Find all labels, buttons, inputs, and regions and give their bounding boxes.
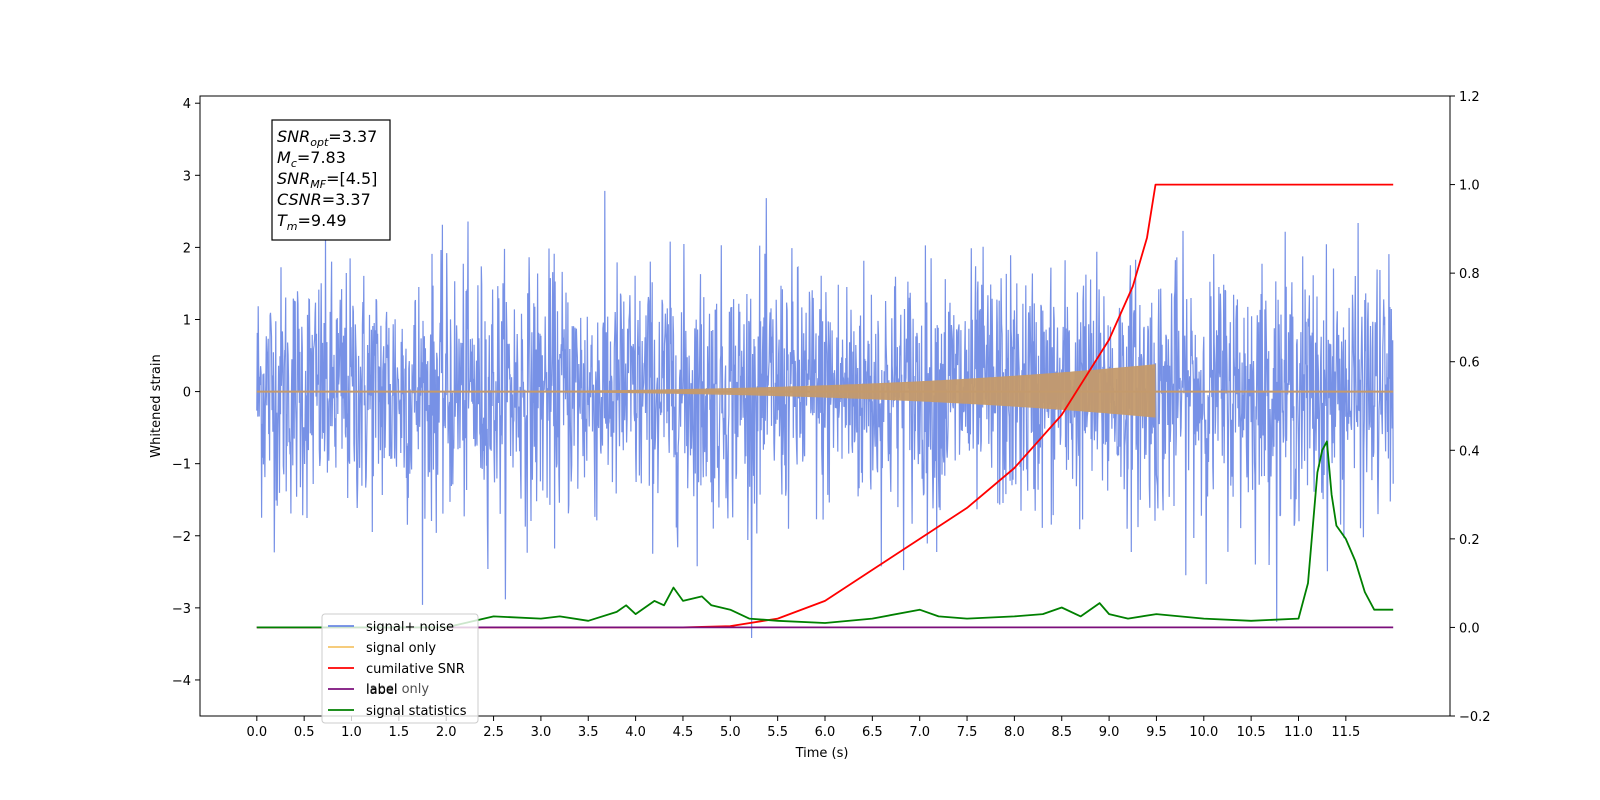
legend-label: signal statistics <box>366 704 467 719</box>
x-axis-label: Time (s) <box>795 746 849 761</box>
y-right-tick-label: 0.6 <box>1459 356 1480 371</box>
x-tick-label: 6.5 <box>862 725 883 740</box>
y-axis-left: −4 −3 −2 −1 0 1 2 3 4 <box>172 97 200 689</box>
y-right-tick-label: −0.2 <box>1459 710 1491 725</box>
signal-statistics-series <box>256 440 1394 629</box>
y-left-tick-label: 2 <box>183 241 191 256</box>
legend-frame <box>321 613 479 724</box>
info-box-frame <box>271 119 391 241</box>
y-left-tick-label: −1 <box>172 458 191 473</box>
plot-area <box>199 95 1451 717</box>
legend-label: cumilative SNR <box>366 662 465 677</box>
x-tick-label: 6.0 <box>815 725 836 740</box>
x-tick-label: 2.0 <box>436 725 457 740</box>
y-left-tick-label: −2 <box>172 530 191 545</box>
legend-label: signal only <box>366 641 436 656</box>
y-left-tick-label: 0 <box>183 386 191 401</box>
y-right-tick-label: 0.8 <box>1459 267 1480 282</box>
x-tick-label: 8.0 <box>1004 725 1025 740</box>
x-tick-label: 0.5 <box>294 725 315 740</box>
y-left-tick-label: 3 <box>183 169 191 184</box>
y-axis-right: −0.2 0.0 0.2 0.4 0.6 0.8 1.0 1.2 <box>1450 90 1491 725</box>
x-axis: 0.0 0.5 1.0 1.5 2.0 2.5 3.0 3.5 4.0 4.5 5.0 5.5 6.0 6… <box>246 716 1360 740</box>
x-tick-label: 1.5 <box>389 725 410 740</box>
x-tick-label: 0.0 <box>246 725 267 740</box>
x-tick-label: 7.5 <box>957 725 978 740</box>
y-right-tick-label: 0.2 <box>1459 533 1480 548</box>
info-line: Mc=7.83 <box>277 148 346 170</box>
y-left-tick-label: 4 <box>183 97 191 112</box>
info-line: Tm=9.49 <box>277 211 347 233</box>
y-right-tick-label: 1.0 <box>1459 179 1480 194</box>
x-tick-label: 10.0 <box>1189 725 1218 740</box>
x-tick-label: 3.5 <box>578 725 599 740</box>
y-axis-label: Whitened strain <box>149 354 164 457</box>
x-tick-label: 5.0 <box>720 725 741 740</box>
y-right-tick-label: 0.4 <box>1459 444 1480 459</box>
x-tick-label: 11.0 <box>1284 725 1313 740</box>
info-line: SNRopt=3.37 <box>277 127 377 149</box>
x-tick-label: 7.0 <box>909 725 930 740</box>
info-line: CSNR=3.37 <box>277 190 371 209</box>
x-tick-label: 2.5 <box>483 725 504 740</box>
y-right-tick-label: 0.0 <box>1459 621 1480 636</box>
y-left-tick-label: 1 <box>183 313 191 328</box>
legend-label: signal+ noise <box>366 620 454 635</box>
y-left-tick-label: −4 <box>172 674 191 689</box>
signal-noise-series <box>256 190 1394 639</box>
signal-statistics-line <box>256 440 1394 629</box>
x-tick-label: 11.5 <box>1331 725 1360 740</box>
x-tick-label: 4.0 <box>625 725 646 740</box>
x-tick-label: 5.5 <box>767 725 788 740</box>
x-tick-label: 4.5 <box>673 725 694 740</box>
y-right-tick-label: 1.2 <box>1459 90 1480 105</box>
signal-only-series <box>256 364 1394 418</box>
x-tick-label: 10.5 <box>1237 725 1266 740</box>
x-tick-label: 9.0 <box>1099 725 1120 740</box>
y-left-tick-label: −3 <box>172 602 191 617</box>
x-tick-label: 9.5 <box>1146 725 1167 740</box>
legend-label: label <box>366 683 397 698</box>
x-tick-label: 8.5 <box>1051 725 1072 740</box>
info-line: SNRMF=[4.5] <box>277 169 377 191</box>
legend-label-ghost: label only <box>366 682 429 697</box>
signal-noise-line <box>256 190 1394 639</box>
legend: signal+ noise signal only cumilative SNR la… <box>321 613 479 724</box>
x-tick-label: 3.0 <box>531 725 552 740</box>
x-tick-label: 1.0 <box>341 725 362 740</box>
